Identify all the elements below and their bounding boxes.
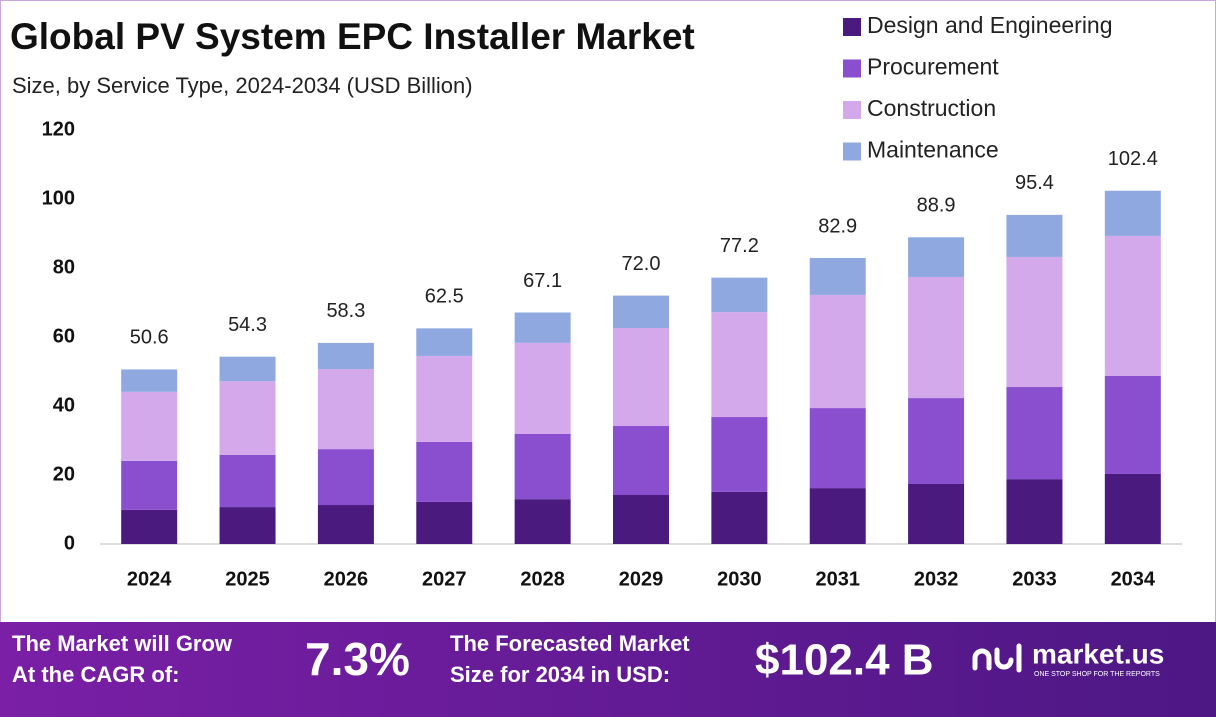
logo-text: market.us	[1032, 638, 1164, 669]
bar-segment	[1006, 214, 1063, 257]
legend-label: Construction	[867, 95, 996, 121]
total-label: 67.1	[523, 270, 562, 292]
y-tick-label: 80	[53, 256, 75, 278]
x-tick-label: 2027	[422, 568, 467, 590]
footer-text: The Forecasted Market	[450, 631, 690, 656]
x-tick-label: 2032	[914, 568, 959, 590]
bar-segment	[1104, 235, 1161, 376]
bar-segment	[219, 454, 276, 508]
bar-segment	[514, 312, 571, 343]
bar-segment	[317, 342, 374, 370]
bar-segment	[711, 277, 768, 313]
legend-swatch	[843, 59, 861, 78]
total-label: 50.6	[130, 327, 169, 349]
bar-segment	[514, 433, 571, 500]
total-label: 95.4	[1015, 172, 1054, 194]
bar-segment	[613, 426, 669, 496]
legend-label: Design and Engineering	[867, 12, 1113, 38]
bar-segment	[317, 449, 374, 506]
total-label: 72.0	[622, 253, 661, 275]
bar-segment	[711, 312, 768, 418]
legend-swatch	[843, 142, 861, 161]
y-tick-label: 40	[53, 394, 75, 416]
bar-segment	[711, 417, 768, 492]
bar-segment	[809, 294, 866, 409]
y-tick-label: 120	[42, 118, 75, 140]
bar-segment	[121, 391, 178, 461]
x-tick-label: 2029	[619, 568, 664, 590]
bar-segment	[809, 488, 866, 544]
bar-segment	[711, 491, 768, 544]
forecast-value: $102.4 B	[755, 636, 934, 685]
legend-swatch	[843, 101, 861, 119]
bar-segment	[1006, 387, 1063, 480]
y-tick-label: 20	[53, 463, 75, 485]
total-label: 88.9	[917, 195, 956, 217]
bar-segment	[1104, 375, 1161, 474]
bar-segment	[219, 507, 276, 544]
x-tick-label: 2033	[1012, 568, 1057, 590]
x-tick-label: 2030	[717, 568, 762, 590]
cagr-value: 7.3%	[305, 633, 410, 685]
bar-segment	[1006, 256, 1063, 388]
bar-segment	[219, 356, 276, 382]
bar-segment	[416, 328, 473, 356]
y-tick-label: 100	[42, 187, 75, 209]
bar-segment	[514, 342, 571, 434]
bar-segment	[317, 369, 374, 450]
bar-segment	[1104, 190, 1161, 236]
bar-segment	[219, 381, 276, 455]
total-label: 58.3	[326, 300, 365, 322]
bar-segment	[809, 408, 866, 489]
total-label: 82.9	[818, 215, 857, 237]
bar-segment	[514, 499, 571, 544]
bar-segment	[416, 501, 473, 544]
total-label: 62.5	[425, 286, 464, 308]
legend-label: Procurement	[867, 54, 999, 80]
total-label: 77.2	[720, 235, 759, 257]
x-tick-label: 2026	[324, 568, 369, 590]
bar-segment	[613, 495, 669, 544]
chart-title: Global PV System EPC Installer Market	[10, 16, 695, 57]
x-tick-label: 2034	[1111, 568, 1156, 590]
bar-segment	[613, 328, 669, 427]
legend-swatch	[843, 18, 861, 36]
chart-subtitle: Size, by Service Type, 2024-2034 (USD Bi…	[12, 73, 473, 98]
bar-segment	[121, 509, 178, 544]
bar-segment	[416, 441, 473, 502]
bar-segment	[317, 505, 374, 544]
bar-segment	[1006, 479, 1063, 544]
logo-tagline: ONE STOP SHOP FOR THE REPORTS	[1034, 671, 1160, 678]
x-tick-label: 2028	[520, 568, 565, 590]
bar-segment	[121, 369, 178, 392]
bar-segment	[809, 257, 866, 295]
footer-text: Size for 2034 in USD:	[450, 662, 670, 687]
x-tick-label: 2024	[127, 568, 172, 590]
bar-segment	[613, 295, 669, 329]
bar-segment	[908, 276, 965, 399]
footer-text: At the CAGR of:	[12, 662, 179, 687]
x-tick-label: 2031	[815, 568, 860, 590]
bar-segment	[908, 237, 965, 277]
bar-segment	[121, 460, 178, 510]
bar-segment	[908, 483, 965, 544]
logo-icon	[972, 643, 1022, 673]
x-tick-label: 2025	[225, 568, 270, 590]
bar-segment	[416, 355, 473, 442]
bar-segment	[908, 398, 965, 484]
bar-segment	[1104, 473, 1161, 544]
footer-text: The Market will Grow	[12, 631, 233, 656]
total-label: 102.4	[1108, 148, 1158, 170]
y-tick-label: 60	[53, 325, 75, 347]
footer-banner	[0, 622, 1216, 717]
total-label: 54.3	[228, 314, 267, 336]
y-tick-label: 0	[64, 532, 75, 554]
legend-label: Maintenance	[867, 137, 999, 163]
